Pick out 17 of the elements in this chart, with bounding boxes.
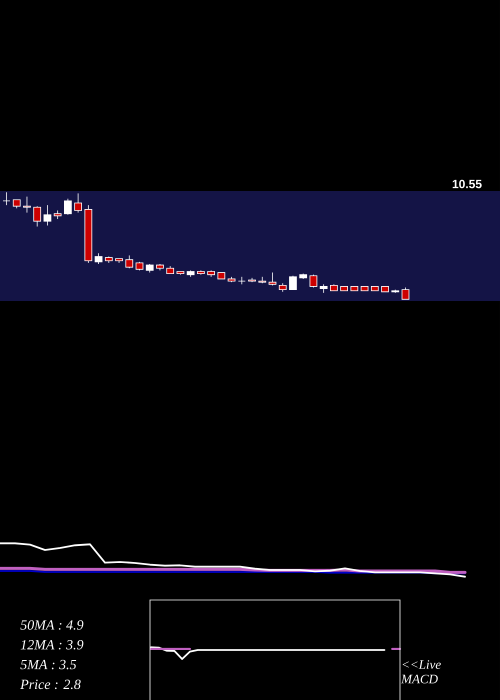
text: 10.55: [452, 180, 482, 188]
candlestick: [44, 204, 52, 226]
candlestick: [2, 192, 10, 206]
candlestick: [310, 274, 318, 288]
text: 5MA : 3.5: [20, 660, 76, 670]
text: 50MA : 4.9: [20, 620, 84, 630]
candlestick: [74, 192, 82, 214]
candlestick: [64, 198, 72, 216]
text: 12MA : 3.9: [20, 640, 84, 650]
candlestick: [33, 206, 42, 227]
candlestick: [268, 272, 276, 286]
candlestick: [125, 255, 134, 269]
text: <<Live MACD: [401, 660, 441, 684]
text: Price : 2.8: [20, 680, 81, 690]
candlestick: [402, 287, 410, 300]
candlestick: [94, 252, 102, 264]
candlestick: [289, 275, 297, 290]
